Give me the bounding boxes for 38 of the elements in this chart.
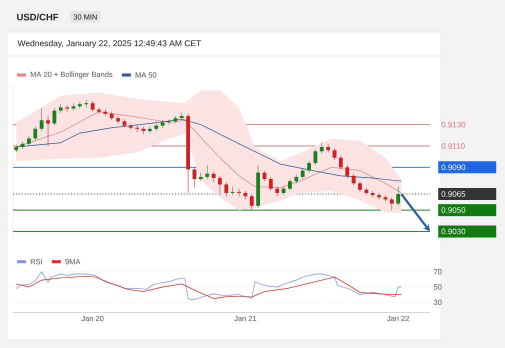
candlestick bbox=[237, 188, 241, 196]
candlestick bbox=[396, 186, 400, 206]
candlestick bbox=[384, 194, 388, 202]
candlestick bbox=[268, 176, 273, 192]
candlestick bbox=[192, 167, 196, 188]
candlestick bbox=[212, 171, 216, 183]
candlestick bbox=[307, 160, 311, 173]
candlestick bbox=[33, 126, 38, 141]
candlestick bbox=[142, 126, 146, 134]
line-series bbox=[16, 276, 402, 299]
line-series bbox=[16, 271, 402, 300]
candlestick bbox=[167, 118, 171, 125]
chart-title: USD/CHF bbox=[17, 13, 58, 21]
candlestick bbox=[250, 194, 254, 210]
candlestick bbox=[338, 155, 343, 170]
candlestick bbox=[320, 142, 324, 154]
candlestick bbox=[90, 100, 94, 112]
candlestick bbox=[205, 164, 210, 180]
candlestick bbox=[288, 178, 292, 192]
candlestick bbox=[314, 148, 318, 166]
candlestick bbox=[46, 116, 50, 146]
candlestick bbox=[262, 170, 266, 182]
candlestick bbox=[52, 107, 56, 126]
candlestick bbox=[72, 102, 76, 111]
candlestick bbox=[116, 116, 120, 124]
chart-subtitle: Wednesday, January 22, 2025 12:49:43 AM CET bbox=[18, 40, 202, 48]
candlestick bbox=[358, 180, 362, 192]
candlestick bbox=[332, 148, 336, 160]
candlestick bbox=[300, 168, 305, 180]
candlestick bbox=[352, 173, 356, 186]
candlestick bbox=[97, 107, 101, 114]
candlestick bbox=[218, 176, 222, 196]
candlestick bbox=[27, 136, 31, 146]
candlestick bbox=[275, 186, 280, 196]
candlestick bbox=[40, 108, 44, 132]
candlestick bbox=[224, 182, 228, 196]
candlestick bbox=[345, 164, 350, 178]
candlestick bbox=[20, 141, 24, 150]
